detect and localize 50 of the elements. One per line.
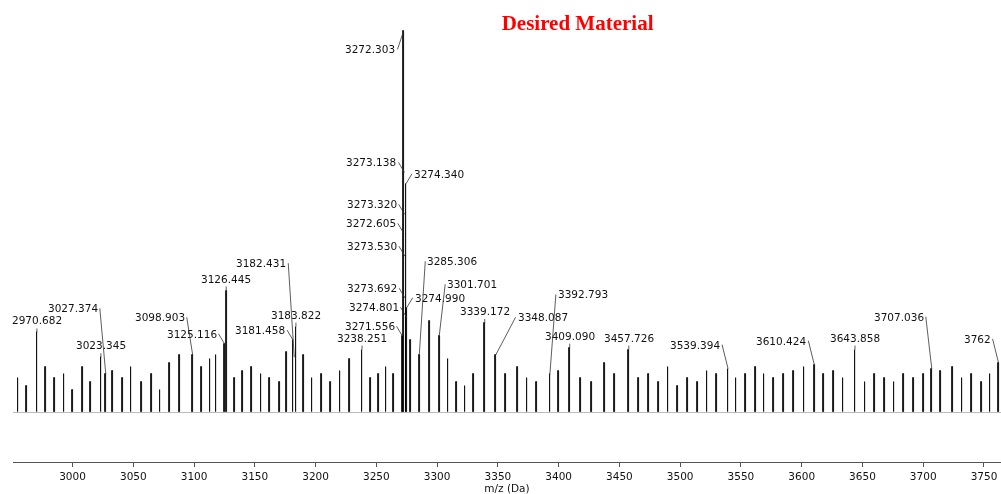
annotation: 3762 <box>964 333 991 345</box>
annotation: 2970.682 <box>12 314 63 326</box>
annotation: 3348.087 <box>518 311 569 323</box>
annotation: 3274.340 <box>414 168 465 180</box>
annotation: 3126.445 <box>201 273 252 285</box>
x-tick-label: 3000 <box>59 469 86 482</box>
x-tick-label: 3450 <box>606 469 633 482</box>
annotation: 3098.903 <box>135 311 186 323</box>
annotation: 3272.303 <box>345 43 396 55</box>
x-tick-label: 3750 <box>970 469 998 482</box>
x-tick-label: 3700 <box>909 469 937 482</box>
x-tick-label: 3100 <box>180 469 208 482</box>
annotation: 3610.424 <box>756 335 807 347</box>
x-tick-label: 3400 <box>545 469 573 482</box>
annotation: 3272.605 <box>346 217 397 229</box>
annotation: 3409.090 <box>545 330 596 342</box>
annotation: 3274.990 <box>415 292 466 304</box>
annotation: 3027.374 <box>48 302 99 314</box>
x-tick-label: 3550 <box>727 469 755 482</box>
annotation: 3183.822 <box>271 309 322 321</box>
annotation: 3271.556 <box>345 320 396 332</box>
x-tick-label: 3150 <box>241 469 269 482</box>
annotation: 3182.431 <box>236 257 287 269</box>
annotation: 3274.801 <box>349 301 400 313</box>
annotation: 3643.858 <box>830 332 881 344</box>
annotation: 3273.138 <box>346 156 397 168</box>
annotation: 3181.458 <box>235 324 286 336</box>
x-axis-title: m/z (Da) <box>484 481 530 494</box>
annotation: 3301.701 <box>447 278 498 290</box>
annotation: 3339.172 <box>460 305 511 317</box>
annotation: 3392.793 <box>558 288 609 300</box>
annotation: 3457.726 <box>604 332 655 344</box>
annotation: 3125.116 <box>167 328 218 340</box>
annotation: 3707.036 <box>874 311 925 323</box>
x-tick-label: 3600 <box>788 469 816 482</box>
x-tick-label: 3050 <box>119 469 147 482</box>
annotation: 3273.320 <box>347 198 398 210</box>
x-tick-label: 3650 <box>849 469 876 482</box>
x-tick-label: 3300 <box>423 469 451 482</box>
annotation: 3023.345 <box>76 339 127 351</box>
x-tick-label: 3250 <box>362 469 390 482</box>
annotation: 3539.394 <box>670 339 721 351</box>
chart-title: Desired Material <box>501 10 654 35</box>
x-tick-label: 3350 <box>484 469 512 482</box>
annotation: 3238.251 <box>337 332 388 344</box>
annotation: 3285.306 <box>427 255 478 267</box>
annotation: 3273.692 <box>347 282 398 294</box>
x-tick-label: 3500 <box>666 469 694 482</box>
annotation: 3273.530 <box>347 240 398 252</box>
x-tick-label: 3200 <box>302 469 329 482</box>
